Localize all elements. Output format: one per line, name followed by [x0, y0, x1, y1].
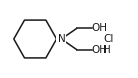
Text: Cl: Cl — [104, 34, 114, 44]
Text: N: N — [58, 34, 65, 44]
Text: OH: OH — [92, 23, 108, 33]
Text: H: H — [103, 45, 111, 55]
Text: OH: OH — [92, 45, 108, 55]
